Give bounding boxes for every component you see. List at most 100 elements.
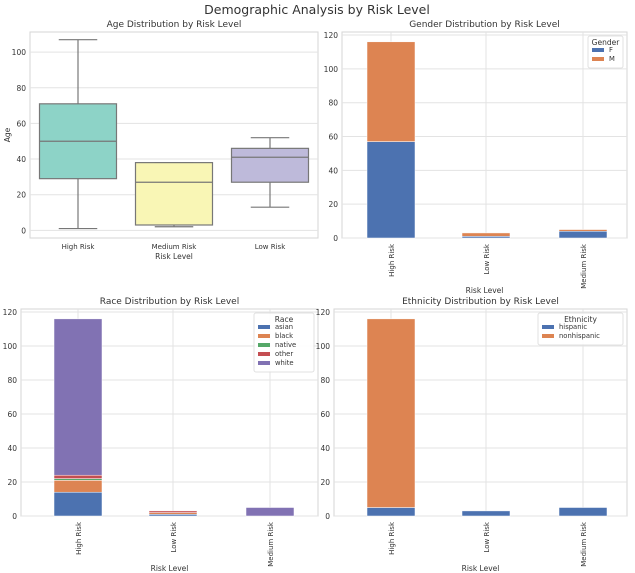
x-tick-label: High Risk bbox=[62, 243, 96, 251]
y-tick-label: 40 bbox=[7, 444, 17, 453]
y-tick-label: 0 bbox=[21, 226, 26, 235]
y-tick-label: 60 bbox=[7, 410, 17, 419]
bar-segment-F bbox=[366, 141, 416, 239]
bar-segment-black bbox=[53, 480, 103, 493]
legend-label-M: M bbox=[609, 55, 615, 63]
box-medium-risk bbox=[134, 162, 214, 226]
chart-title: Age Distribution by Risk Level bbox=[107, 20, 242, 30]
y-tick-label: 20 bbox=[320, 478, 330, 487]
x-tick-label: Medium Risk bbox=[267, 521, 275, 567]
legend-swatch-other bbox=[258, 352, 270, 356]
legend-swatch-white bbox=[258, 361, 270, 365]
y-tick-label: 60 bbox=[320, 410, 330, 419]
y-tick-label: 40 bbox=[328, 166, 338, 175]
legend-title: Ethnicity bbox=[564, 315, 597, 324]
bar-segment-white bbox=[53, 318, 103, 476]
bar-segment-F bbox=[558, 230, 608, 239]
x-tick-label: Low Risk bbox=[483, 243, 491, 274]
legend-swatch-native bbox=[258, 343, 270, 347]
y-tick-label: 100 bbox=[324, 65, 339, 74]
chart-panel-2: 0 20 40 60 80 100 120 High Risk Low Risk Medium R… bbox=[3, 297, 319, 573]
figure-title: Demographic Analysis by Risk Level bbox=[204, 2, 430, 17]
x-tick-label: High Risk bbox=[388, 243, 396, 277]
y-tick-label: 0 bbox=[12, 512, 17, 521]
x-tick-label: Low Risk bbox=[170, 521, 178, 552]
y-tick-label: 80 bbox=[7, 376, 17, 385]
chart-panel-3: 0 20 40 60 80 100 120 High Risk Low Risk Medium R… bbox=[316, 297, 628, 573]
y-tick-label: 0 bbox=[333, 234, 338, 243]
bar-segment-F bbox=[461, 236, 511, 239]
legend-label-nonhispanic: nonhispanic bbox=[559, 332, 600, 340]
chart-title: Ethnicity Distribution by Risk Level bbox=[402, 297, 559, 307]
x-axis-label: Risk Level bbox=[155, 252, 193, 261]
bar-segment-other bbox=[148, 510, 198, 513]
x-tick-label: High Risk bbox=[388, 521, 396, 555]
y-tick-label: 80 bbox=[320, 376, 330, 385]
bar-segment-M bbox=[558, 229, 608, 232]
y-tick-label: 0 bbox=[325, 512, 330, 521]
y-tick-label: 20 bbox=[328, 200, 338, 209]
y-tick-label: 60 bbox=[16, 119, 26, 128]
y-tick-label: 60 bbox=[328, 133, 338, 142]
bar-segment-hispanic bbox=[461, 510, 511, 517]
legend-label-F: F bbox=[609, 46, 613, 54]
bar-segment-native bbox=[53, 478, 103, 481]
y-tick-label: 100 bbox=[12, 48, 27, 57]
legend-swatch-M bbox=[592, 57, 604, 61]
legend-swatch-hispanic bbox=[542, 325, 554, 329]
legend-title: Race bbox=[275, 315, 294, 324]
legend-label-native: native bbox=[275, 341, 296, 349]
chart-panel-1: 0 20 40 60 80 100 120 High Risk Low Risk Medium R… bbox=[324, 20, 628, 295]
bar-segment-other bbox=[53, 474, 103, 479]
legend-label-black: black bbox=[275, 332, 293, 340]
legend-swatch-F bbox=[592, 48, 604, 52]
x-tick-label: Medium Risk bbox=[152, 243, 198, 251]
legend-label-asian: asian bbox=[275, 323, 293, 331]
chart-title: Gender Distribution by Risk Level bbox=[409, 20, 560, 30]
legend-label-hispanic: hispanic bbox=[559, 323, 587, 331]
bar-segment-nonhispanic bbox=[366, 318, 416, 508]
bar-segment-white bbox=[245, 507, 295, 517]
bar-segment-asian bbox=[148, 514, 198, 517]
y-tick-label: 100 bbox=[3, 342, 18, 351]
chart-panel-0: 0 20 40 60 80 100 High Risk Medium Risk Low Risk… bbox=[3, 20, 319, 261]
y-tick-label: 120 bbox=[324, 31, 339, 40]
y-tick-label: 40 bbox=[16, 155, 26, 164]
y-tick-label: 100 bbox=[316, 342, 331, 351]
x-axis-label: Risk Level bbox=[462, 564, 500, 573]
y-tick-label: 120 bbox=[316, 308, 331, 317]
legend-box bbox=[537, 312, 624, 346]
bar-segment-hispanic bbox=[366, 507, 416, 517]
y-tick-label: 80 bbox=[16, 84, 26, 93]
bar-segment-M bbox=[461, 232, 511, 237]
x-tick-label: Low Risk bbox=[483, 521, 491, 552]
y-axis-label: Age bbox=[3, 127, 12, 142]
x-tick-label: Medium Risk bbox=[580, 243, 588, 289]
x-axis-label: Risk Level bbox=[151, 564, 189, 573]
legend-title: Gender bbox=[592, 38, 621, 47]
y-tick-label: 120 bbox=[3, 308, 18, 317]
x-axis-label: Risk Level bbox=[466, 286, 504, 295]
y-tick-label: 20 bbox=[7, 478, 17, 487]
bar-segment-black bbox=[148, 512, 198, 515]
legend-label-other: other bbox=[275, 350, 293, 358]
y-tick-label: 40 bbox=[320, 444, 330, 453]
legend-swatch-asian bbox=[258, 325, 270, 329]
legend-swatch-nonhispanic bbox=[542, 334, 554, 338]
legend-swatch-black bbox=[258, 334, 270, 338]
legend-label-white: white bbox=[275, 359, 294, 367]
bar-segment-asian bbox=[53, 491, 103, 517]
x-tick-label: Low Risk bbox=[255, 243, 286, 251]
bar-segment-M bbox=[366, 41, 416, 142]
y-tick-label: 20 bbox=[16, 191, 26, 200]
chart-title: Race Distribution by Risk Level bbox=[100, 297, 239, 307]
box-low-risk bbox=[230, 147, 310, 183]
bar-segment-hispanic bbox=[558, 507, 608, 517]
x-tick-label: Medium Risk bbox=[580, 521, 588, 567]
y-tick-label: 80 bbox=[328, 99, 338, 108]
